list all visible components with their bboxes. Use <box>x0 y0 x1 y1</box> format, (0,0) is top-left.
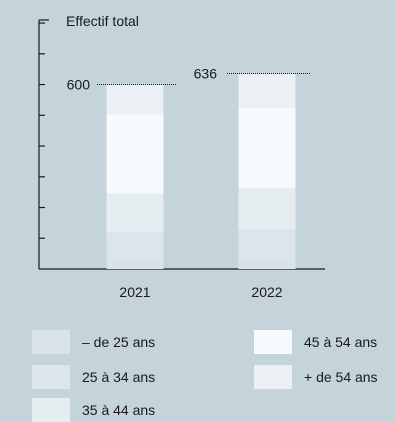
x-tick-label-2021: 2021 <box>119 284 150 300</box>
total-label-2021: 600 <box>67 77 91 93</box>
legend-label-25-34: 25 à 34 ans <box>82 369 155 385</box>
legend-label-over-54: + de 54 ans <box>304 369 378 385</box>
bar-segment-2022-0 <box>239 260 296 269</box>
legend-swatch-35-44 <box>32 398 70 422</box>
bar-segment-2021-1 <box>107 233 164 261</box>
bar-segment-2021-4 <box>107 85 164 115</box>
bar-segment-2021-0 <box>107 260 164 269</box>
legend-swatch-45-54 <box>254 330 292 354</box>
bar-segment-2022-1 <box>239 229 296 260</box>
legend-label-35-44: 35 à 44 ans <box>82 402 155 418</box>
total-label-2022: 636 <box>194 65 218 81</box>
legend-item-over-54: + de 54 ans <box>254 365 378 389</box>
legend-label-under-25: – de 25 ans <box>82 334 155 350</box>
x-tick-label-2022: 2022 <box>251 284 282 300</box>
chart-canvas: Effectif total 2021 600 2022 636 <box>0 0 395 310</box>
legend-swatch-over-54 <box>254 365 292 389</box>
stacked-bar-chart: Effectif total 2021 600 2022 636 <box>0 0 395 310</box>
bar-segment-2022-3 <box>239 107 296 188</box>
y-axis-label: Effectif total <box>66 13 139 29</box>
legend-swatch-under-25 <box>32 330 70 354</box>
legend-item-under-25: – de 25 ans <box>32 330 155 354</box>
legend-item-25-34: 25 à 34 ans <box>32 365 155 389</box>
bar-segment-2022-4 <box>239 73 296 107</box>
legend-label-45-54: 45 à 54 ans <box>304 334 377 350</box>
legend-item-35-44: 35 à 44 ans <box>32 398 155 422</box>
legend-swatch-25-34 <box>32 365 70 389</box>
bar-segment-2022-2 <box>239 188 296 230</box>
bar-segment-2021-3 <box>107 114 164 193</box>
legend-item-45-54: 45 à 54 ans <box>254 330 377 354</box>
bar-segment-2021-2 <box>107 193 164 232</box>
